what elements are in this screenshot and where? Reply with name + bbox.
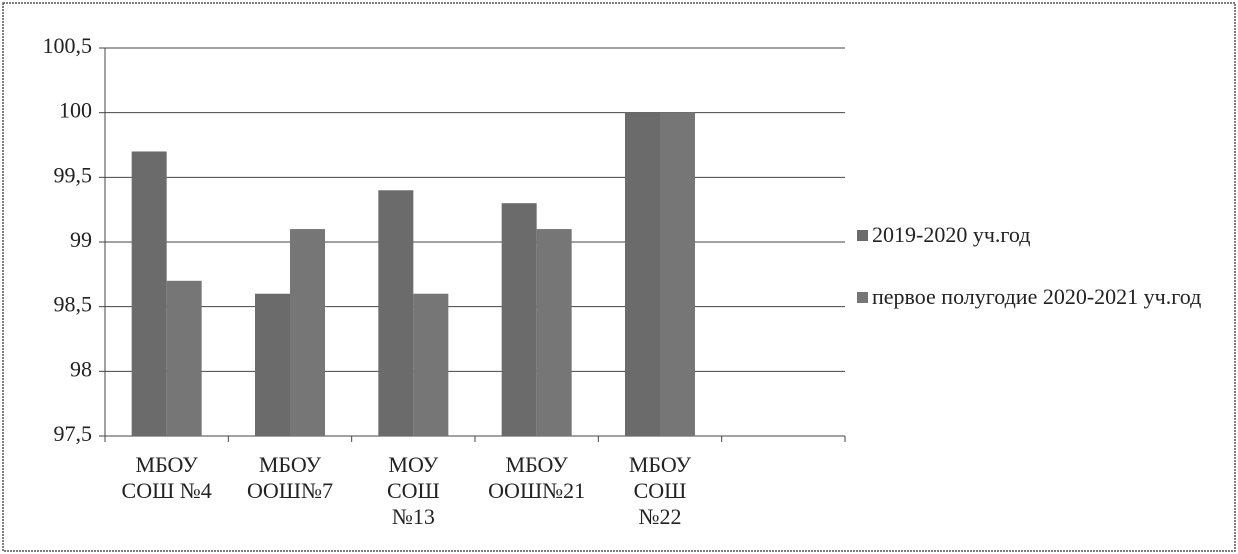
legend-item: 2019-2020 уч.год <box>857 220 1227 250</box>
bar <box>413 293 449 436</box>
bar <box>660 112 695 437</box>
bar <box>255 293 290 436</box>
bar <box>378 190 414 436</box>
x-tick-label: МБОУ ООШ№21 <box>488 452 586 503</box>
x-tick-label: МБОУ СОШ №22 <box>628 452 692 529</box>
y-tick-label: 98 <box>70 356 92 381</box>
x-tick-label: МОУ СОШ №13 <box>386 452 440 529</box>
y-tick-label: 97,5 <box>54 421 93 446</box>
y-tick-label: 99 <box>70 227 92 252</box>
y-tick-label: 99,5 <box>54 162 93 187</box>
bar <box>536 229 572 436</box>
y-tick-label: 100,5 <box>43 33 93 58</box>
legend-swatch <box>857 292 868 303</box>
bar <box>290 229 325 436</box>
legend-swatch <box>857 230 868 241</box>
x-tick-label: МБОУ ООШ№7 <box>247 452 333 503</box>
y-tick-label: 98,5 <box>54 292 93 317</box>
bar <box>625 112 660 437</box>
bar <box>166 280 202 436</box>
bar <box>131 151 167 436</box>
legend-item: первое полугодие 2020-2021 уч.год <box>857 282 1227 312</box>
legend-label: 2019-2020 уч.год <box>872 222 1031 247</box>
legend-label: первое полугодие 2020-2021 уч.год <box>872 284 1202 309</box>
bar <box>501 203 537 436</box>
x-tick-label: МБОУ СОШ №4 <box>121 452 212 503</box>
y-tick-label: 100 <box>59 98 92 123</box>
